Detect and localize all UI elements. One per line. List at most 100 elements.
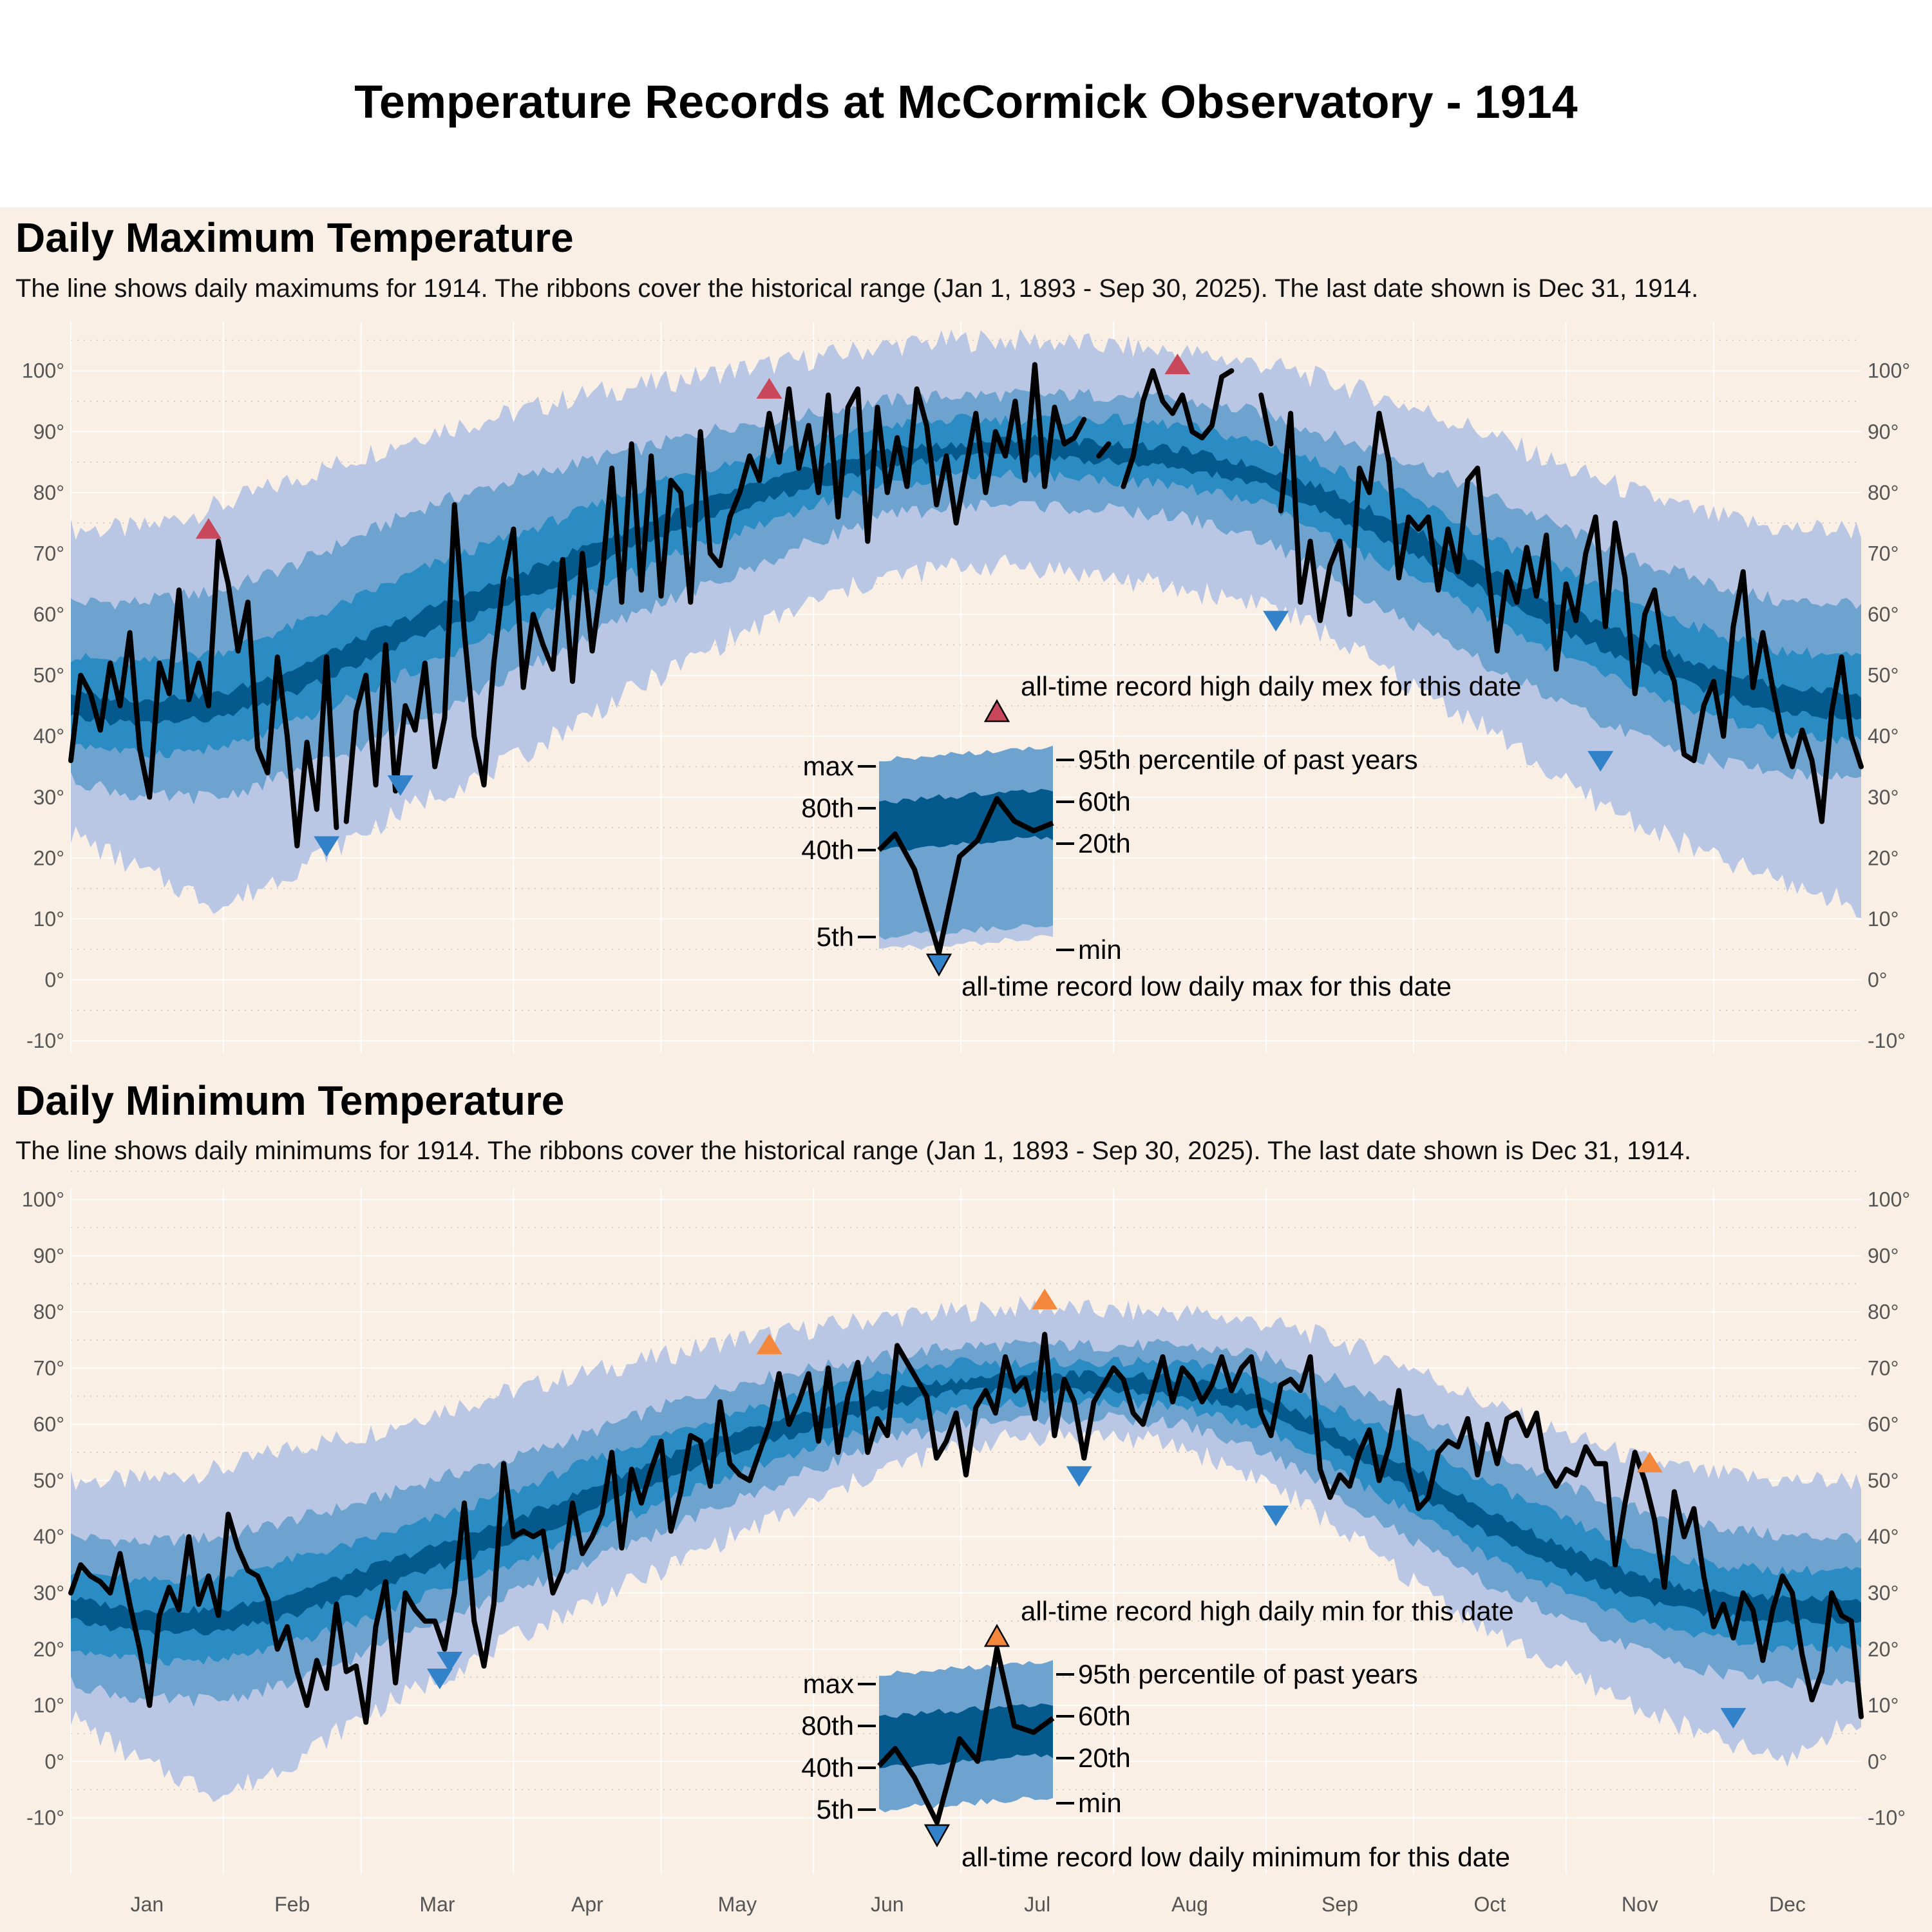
y-tick-label-right: 20°: [1868, 1638, 1899, 1661]
legend-record-low-label: all-time record low daily max for this d…: [961, 971, 1452, 1001]
record-low-marker: [1263, 611, 1289, 632]
y-tick-label-right: -10°: [1868, 1029, 1906, 1052]
band-5-95: [71, 388, 1861, 805]
y-tick-label-left: 80°: [33, 481, 64, 504]
legend-left-label: 40th: [801, 835, 854, 865]
legend-record-low-marker: [923, 1824, 951, 1848]
legend-right-label: 60th: [1078, 786, 1131, 817]
legend-left-label: 5th: [817, 922, 854, 952]
y-tick-label-left: 70°: [33, 1356, 64, 1379]
min-temperature-panel: -10° -10° 0° 0° 10° 10° 20° 20° 30° 30° 40° 40° 50° 5…: [22, 1171, 1910, 1916]
x-tick-label: Apr: [571, 1893, 603, 1916]
legend-left-label: 80th: [801, 1710, 854, 1741]
y-tick-label-right: -10°: [1868, 1806, 1906, 1830]
y-tick-label-left: 40°: [33, 1525, 64, 1548]
legend-left-label: max: [803, 751, 854, 781]
temperature-line-segment: [1258, 392, 1274, 447]
y-tick-label-left: 50°: [33, 664, 64, 687]
band-5-95: [71, 1338, 1861, 1707]
max-panel-title: Daily Maximum Temperature: [15, 214, 574, 261]
y-tick-label-right: 80°: [1868, 481, 1899, 504]
temperature-line-segment: [1121, 368, 1235, 489]
page-title: Temperature Records at McCormick Observa…: [354, 77, 1578, 128]
y-tick-label-right: 70°: [1868, 542, 1899, 565]
y-tick-label-right: 40°: [1868, 724, 1899, 748]
x-tick-label: Aug: [1171, 1893, 1208, 1916]
y-tick-label-left: 70°: [33, 542, 64, 565]
temperature-line-segment: [68, 1332, 1864, 1725]
legend-record-low-label: all-time record low daily minimum for th…: [961, 1842, 1510, 1872]
temperature-line-segment: [1096, 441, 1112, 459]
legend-right-label: min: [1078, 934, 1122, 965]
y-tick-label-left: 20°: [33, 1638, 64, 1661]
legend-left-label: 5th: [817, 1794, 854, 1824]
record-low-marker: [1720, 1708, 1747, 1729]
x-tick-label: Oct: [1473, 1893, 1506, 1916]
band-20-80: [71, 413, 1861, 759]
y-tick-label-right: 50°: [1868, 1469, 1899, 1492]
record-high-marker: [1636, 1452, 1663, 1473]
y-tick-label-left: 20°: [33, 846, 64, 869]
max-temperature-panel: -10° -10° 0° 0° 10° 10° 20° 20° 30° 30° 40° 40° 50° 5…: [22, 322, 1910, 1053]
legend-inset: max 80th 40th 5th 95th percentile of past ye…: [801, 671, 1521, 1001]
legend-right-label: min: [1078, 1788, 1122, 1818]
x-tick-label: Sep: [1321, 1893, 1358, 1916]
legend-line: [877, 796, 1054, 956]
band-40-60: [71, 434, 1861, 726]
x-tick-label: Feb: [274, 1893, 310, 1916]
y-tick-label-left: 30°: [33, 1582, 64, 1605]
legend-band: [879, 789, 1053, 851]
x-tick-label: Nov: [1622, 1893, 1658, 1916]
y-tick-label-right: 0°: [1868, 1750, 1888, 1773]
y-tick-label-right: 10°: [1868, 1694, 1899, 1717]
y-tick-label-left: 10°: [33, 1694, 64, 1717]
y-tick-label-right: 20°: [1868, 846, 1899, 869]
record-high-marker: [195, 518, 222, 539]
y-tick-label-left: 0°: [44, 1750, 64, 1773]
legend-record-low-marker: [925, 953, 952, 977]
y-tick-label-right: 60°: [1868, 603, 1899, 626]
y-tick-label-left: 10°: [33, 907, 64, 931]
y-tick-label-right: 50°: [1868, 664, 1899, 687]
legend-left-label: 80th: [801, 793, 854, 823]
y-tick-label-right: 100°: [1868, 1188, 1910, 1211]
y-tick-label-left: 80°: [33, 1300, 64, 1323]
y-tick-label-left: 100°: [22, 1188, 64, 1211]
y-tick-label-right: 30°: [1868, 786, 1899, 809]
y-tick-label-right: 70°: [1868, 1356, 1899, 1379]
y-tick-label-right: 80°: [1868, 1300, 1899, 1323]
x-tick-label: Mar: [419, 1893, 455, 1916]
legend-right-label: 20th: [1078, 828, 1131, 858]
legend-right-label: 95th percentile of past years: [1078, 1659, 1418, 1689]
y-tick-label-left: 90°: [33, 420, 64, 443]
y-tick-label-right: 90°: [1868, 1244, 1899, 1267]
legend-left-label: max: [803, 1669, 854, 1699]
record-low-marker: [387, 775, 413, 796]
y-tick-label-left: 40°: [33, 724, 64, 748]
legend-band: [879, 1703, 1053, 1769]
y-tick-label-left: 0°: [44, 969, 64, 992]
legend-right-label: 60th: [1078, 1701, 1131, 1731]
temperature-line-segment: [1278, 410, 1864, 824]
y-tick-label-right: 0°: [1868, 969, 1888, 992]
y-tick-label-left: 30°: [33, 786, 64, 809]
record-low-marker: [1066, 1466, 1092, 1487]
record-low-marker: [437, 1651, 463, 1672]
band-20-80: [71, 1356, 1861, 1666]
min-panel-title: Daily Minimum Temperature: [15, 1077, 565, 1124]
y-tick-label-left: -10°: [26, 1806, 64, 1830]
x-tick-label: May: [718, 1893, 757, 1916]
legend-record-high-marker: [983, 699, 1010, 723]
legend-right-label: 95th percentile of past years: [1078, 744, 1418, 775]
min-panel-subtitle: The line shows daily minimums for 1914. …: [15, 1137, 1692, 1165]
legend-left-label: 40th: [801, 1752, 854, 1783]
x-tick-label: Jan: [131, 1893, 164, 1916]
record-low-marker: [426, 1669, 453, 1690]
y-tick-label-left: 90°: [33, 1244, 64, 1267]
legend-record-high-label: all-time record high daily min for this …: [1021, 1596, 1514, 1626]
temperature-line-segment: [343, 362, 1087, 824]
record-high-marker: [756, 377, 782, 399]
record-high-marker: [1032, 1289, 1058, 1310]
y-tick-label-left: -10°: [26, 1029, 64, 1052]
